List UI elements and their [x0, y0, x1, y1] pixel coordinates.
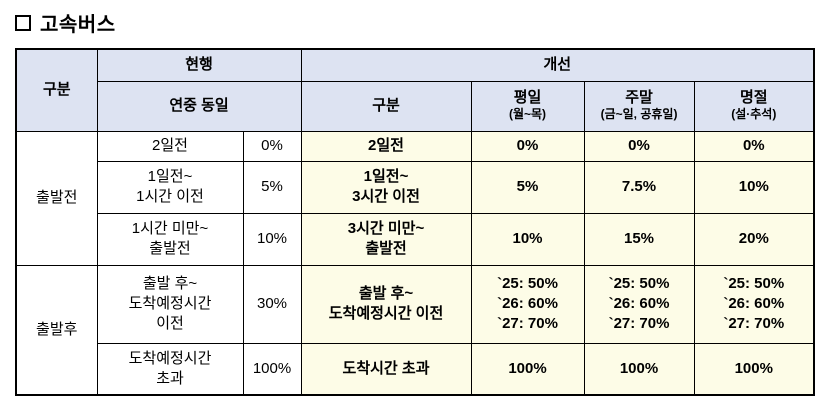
header-category: 구분	[15, 48, 98, 132]
table-row: 출발전 2일전 0% 2일전 0% 0% 0%	[15, 130, 815, 266]
header-current-sub: 연중 동일	[96, 80, 302, 132]
header-improved-category: 구분	[300, 80, 472, 132]
table-row: 1시간 미만~ 출발전 10% 3시간 미만~ 출발전 10% 15% 20%	[16, 212, 815, 266]
improved-holiday-rate: 0%	[693, 130, 815, 162]
group-before-departure: 출발전	[15, 130, 98, 266]
improved-label: 2일전	[300, 130, 472, 162]
improved-weekend-rate: 100%	[583, 342, 695, 396]
page-title: 고속버스	[15, 8, 828, 37]
current-rate: 5%	[242, 160, 302, 214]
header-weekday-label: 평일	[513, 89, 542, 107]
improved-weekday-rate: 10%	[470, 212, 585, 266]
group-after-departure: 출발후	[15, 264, 98, 396]
header-holiday-label: 명절	[739, 89, 768, 107]
square-bullet-icon	[15, 14, 31, 31]
bus-fee-table: 구분 현행 개선 연중 동일 구분 평일 (월~목) 주말 (금~일, 공휴일)…	[15, 48, 816, 396]
current-label: 출발 후~ 도착예정시간 이전	[96, 264, 244, 344]
current-rate: 30%	[242, 264, 302, 344]
improved-weekday-rate: 5%	[470, 160, 585, 214]
improved-weekend-rate: 7.5%	[583, 160, 695, 214]
page-title-text: 고속버스	[40, 14, 116, 36]
improved-label: 도착시간 초과	[300, 342, 472, 396]
improved-holiday-rate: 100%	[693, 342, 815, 396]
improved-weekday-rate: `25: 50% `26: 60% `27: 70%	[470, 264, 585, 344]
current-label: 1일전~ 1시간 이전	[96, 160, 244, 214]
header-current: 현행	[96, 48, 302, 82]
improved-weekend-rate: `25: 50% `26: 60% `27: 70%	[583, 264, 695, 344]
improved-holiday-rate: 10%	[693, 160, 815, 214]
current-rate: 100%	[242, 342, 302, 396]
header-holiday-sub: (설·추석)	[731, 106, 777, 121]
improved-label: 1일전~ 3시간 이전	[300, 160, 472, 214]
improved-weekend-rate: 15%	[583, 212, 695, 266]
header-row-1: 구분 현행 개선	[15, 48, 815, 132]
table-row: 도착예정시간 초과 100% 도착시간 초과 100% 100% 100%	[16, 342, 815, 396]
improved-weekday-rate: 0%	[470, 130, 585, 162]
header-weekend-sub: (금~일, 공휴일)	[600, 106, 678, 121]
table-row: 출발후 출발 후~ 도착예정시간 이전 30% 출발 후~ 도착예정시간 이전 …	[15, 264, 815, 396]
header-weekend: 주말 (금~일, 공휴일)	[583, 80, 695, 132]
header-weekday-sub: (월~목)	[508, 106, 547, 121]
header-holiday: 명절 (설·추석)	[693, 80, 815, 132]
current-rate: 10%	[242, 212, 302, 266]
current-rate: 0%	[242, 130, 302, 162]
current-label: 2일전	[96, 130, 244, 162]
current-label: 도착예정시간 초과	[96, 342, 244, 396]
header-weekend-label: 주말	[625, 89, 653, 107]
header-row-2: 연중 동일 구분 평일 (월~목) 주말 (금~일, 공휴일) 명절 (설·추석…	[16, 80, 815, 132]
improved-label: 3시간 미만~ 출발전	[300, 212, 472, 266]
improved-holiday-rate: `25: 50% `26: 60% `27: 70%	[693, 264, 815, 344]
current-label: 1시간 미만~ 출발전	[96, 212, 244, 266]
header-weekday: 평일 (월~목)	[470, 80, 585, 132]
improved-weekend-rate: 0%	[583, 130, 695, 162]
table-row: 1일전~ 1시간 이전 5% 1일전~ 3시간 이전 5% 7.5% 10%	[16, 160, 815, 214]
header-improved: 개선	[300, 48, 815, 82]
improved-weekday-rate: 100%	[470, 342, 585, 396]
improved-label: 출발 후~ 도착예정시간 이전	[300, 264, 472, 344]
improved-holiday-rate: 20%	[693, 212, 815, 266]
